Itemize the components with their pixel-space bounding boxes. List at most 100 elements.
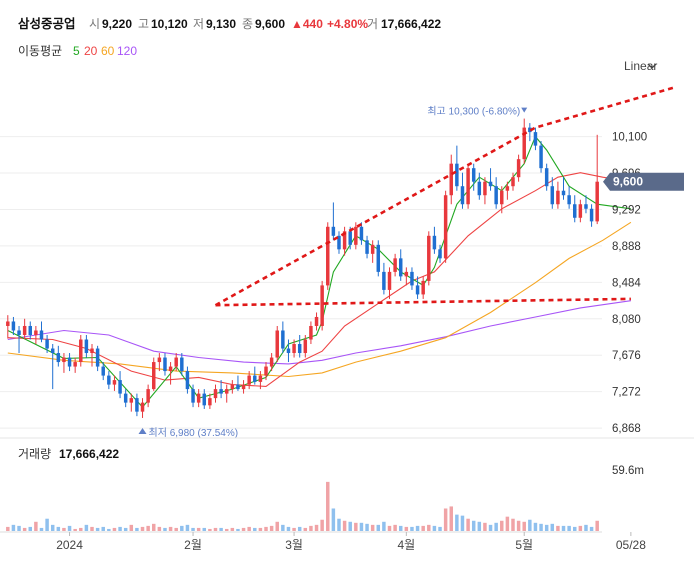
volume-bar (6, 526, 10, 531)
candle-body (573, 204, 577, 218)
volume-panel-label: 거래량 (18, 447, 51, 461)
volume-bar (567, 525, 571, 531)
volume-bar (118, 526, 122, 531)
volume-bar (264, 526, 268, 531)
candle-body (578, 204, 583, 218)
chevron-down-icon[interactable] (647, 63, 657, 69)
candle-body (320, 285, 324, 326)
candle-body (95, 348, 100, 367)
volume-bar (326, 481, 330, 531)
candle-body (410, 271, 414, 286)
y-tick-label: 9,292 (612, 204, 641, 216)
volume-bar (331, 508, 336, 531)
candles (6, 118, 599, 418)
volume-bar (208, 528, 212, 531)
candle-body (505, 186, 510, 191)
candle-body (528, 127, 532, 133)
x-tick-label: 2024 (56, 538, 83, 552)
volume-bar (404, 526, 409, 531)
y-tick-label: 8,484 (612, 277, 641, 289)
candle-body (488, 181, 493, 187)
volume-bar (135, 527, 139, 531)
candle-body (275, 330, 279, 358)
candle-body (224, 389, 229, 394)
candle-body (331, 226, 336, 236)
candle-body (539, 145, 543, 169)
candle-body (146, 389, 150, 403)
volume-bar (146, 525, 150, 531)
volume-bar (398, 525, 403, 531)
volume-bar (376, 524, 381, 531)
volume-bar (269, 525, 274, 531)
volume-bar (56, 526, 61, 531)
volume-bar (584, 524, 588, 531)
volume-bar (387, 525, 392, 531)
candle-body (550, 186, 555, 205)
volume-bar (320, 519, 324, 531)
triangle-down-icon (521, 107, 528, 113)
candle-body (101, 366, 105, 376)
candle-body (393, 258, 397, 272)
volume-bar (488, 524, 493, 531)
volume-bar (107, 528, 111, 531)
volume-bar (471, 520, 476, 531)
candle-body (589, 208, 594, 222)
ma-legend: 이동평균 5 20 60 120 (18, 44, 137, 58)
scale-selector[interactable]: Linear (624, 59, 657, 73)
candle-body (202, 393, 207, 406)
candle-body (427, 235, 431, 281)
candle-body (415, 285, 420, 295)
volume-bar (213, 527, 218, 531)
volume-bar (561, 525, 566, 531)
trendlines (214, 85, 677, 307)
close-label: 종 (242, 17, 253, 31)
candle-body (180, 357, 184, 372)
candle-body (196, 393, 201, 403)
candle-body (365, 240, 369, 254)
volume-bar (28, 526, 32, 531)
x-tick-label: 3월 (285, 538, 303, 552)
candle-body (79, 339, 83, 363)
candle-body (387, 271, 392, 290)
volume-bar (281, 524, 285, 531)
candle-body (584, 204, 588, 209)
candle-body (511, 177, 515, 187)
candle-body (314, 316, 319, 326)
candle-body (264, 366, 268, 376)
scale-label[interactable]: Linear (624, 59, 657, 73)
volume-bar (50, 524, 55, 531)
candle-body (208, 398, 212, 406)
volume-bar (180, 525, 184, 531)
candle-body (281, 330, 285, 349)
volume-bar (511, 518, 515, 531)
change-value: ▲440 (291, 17, 323, 31)
candle-body (62, 357, 66, 363)
volume-bar (432, 525, 437, 531)
triangle-up-icon (138, 427, 147, 434)
candle-body (185, 371, 190, 390)
candle-body (90, 348, 94, 354)
candle-body (342, 231, 347, 250)
volume-bar (354, 522, 358, 531)
volume-panel: 거래량 17,666,422 59.6m (6, 447, 644, 531)
ma-legend-label: 이동평균 (18, 44, 62, 58)
volume-bar (455, 514, 459, 531)
candle-body (449, 163, 453, 196)
volume-bar (73, 528, 77, 531)
volume-bar (140, 526, 145, 531)
volume-bar (410, 526, 414, 531)
candle-body (241, 384, 246, 390)
ma-legend-120: 120 (117, 44, 137, 58)
close-value: 9,600 (255, 17, 285, 31)
ma-legend-5: 5 (73, 44, 80, 58)
candle-body (135, 398, 139, 412)
volume-bar (90, 526, 94, 531)
volume-bar (236, 528, 240, 531)
volume-bar (505, 516, 510, 531)
candle-body (269, 357, 274, 367)
candle-body (477, 181, 482, 196)
candle-body (500, 190, 504, 205)
candle-body (292, 344, 296, 354)
candle-body (163, 357, 167, 372)
